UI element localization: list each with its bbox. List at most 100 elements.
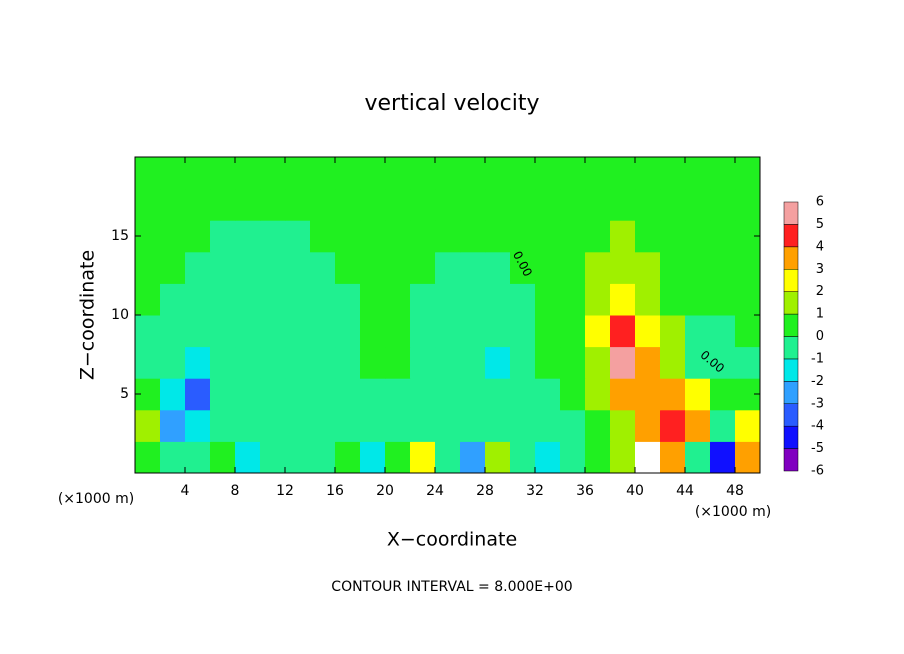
- y-tick-label: 10: [111, 307, 129, 323]
- cell: [435, 315, 461, 348]
- cell: [335, 441, 361, 474]
- cell: [635, 441, 661, 474]
- cell: [460, 283, 486, 316]
- cell: [435, 157, 461, 190]
- cell: [560, 315, 586, 348]
- cell: [610, 220, 636, 253]
- cell: [310, 188, 336, 221]
- cell: [410, 251, 436, 284]
- cell: [685, 441, 711, 474]
- cell: [685, 315, 711, 348]
- cell: [610, 409, 636, 442]
- cell: [335, 378, 361, 411]
- cell: [710, 283, 736, 316]
- colorbar-swatch: [783, 425, 799, 449]
- cell: [285, 315, 311, 348]
- cell: [410, 346, 436, 379]
- cell: [560, 378, 586, 411]
- cell: [560, 346, 586, 379]
- cell: [535, 409, 561, 442]
- cell: [210, 251, 236, 284]
- colorbar-swatch: [783, 269, 799, 292]
- cell: [660, 283, 686, 316]
- cell: [735, 346, 761, 379]
- cell: [135, 409, 161, 442]
- cell: [585, 283, 611, 316]
- cell: [660, 188, 686, 221]
- cell: [710, 315, 736, 348]
- cell: [410, 157, 436, 190]
- cell: [160, 220, 186, 253]
- cell: [160, 251, 186, 284]
- cell: [385, 441, 411, 474]
- cell: [635, 315, 661, 348]
- cell: [285, 220, 311, 253]
- cell: [460, 441, 486, 474]
- cell: [335, 220, 361, 253]
- x-tick-label: 4: [181, 483, 190, 499]
- y-tick-label: 15: [111, 228, 129, 244]
- cell: [660, 441, 686, 474]
- cell: [510, 283, 536, 316]
- cell: [710, 441, 736, 474]
- x-tick-label: 20: [376, 483, 394, 499]
- cell: [335, 409, 361, 442]
- cell: [560, 409, 586, 442]
- cell: [585, 220, 611, 253]
- cell: [210, 157, 236, 190]
- cell: [360, 188, 386, 221]
- cell: [285, 441, 311, 474]
- cell: [635, 378, 661, 411]
- cell: [410, 378, 436, 411]
- cell: [335, 283, 361, 316]
- colorbar-swatch: [783, 358, 799, 382]
- cell: [710, 378, 736, 411]
- cell: [485, 346, 511, 379]
- colorbar-label: 2: [816, 284, 824, 299]
- colorbar-label: -5: [811, 441, 824, 456]
- cell: [360, 315, 386, 348]
- cell: [285, 346, 311, 379]
- cell: [135, 346, 161, 379]
- cell: [685, 251, 711, 284]
- cell: [460, 220, 486, 253]
- cell: [260, 157, 286, 190]
- cell: [535, 315, 561, 348]
- colorbar-swatch: [783, 201, 799, 225]
- cell: [160, 315, 186, 348]
- cell: [235, 283, 261, 316]
- cell: [510, 346, 536, 379]
- cell: [135, 283, 161, 316]
- cell: [185, 409, 211, 442]
- cell: [285, 283, 311, 316]
- cell: [310, 441, 336, 474]
- cell: [635, 157, 661, 190]
- x-tick-label: 12: [276, 483, 294, 499]
- cell: [535, 157, 561, 190]
- cell: [185, 157, 211, 190]
- field: [135, 157, 761, 474]
- cell: [185, 378, 211, 411]
- cell: [585, 378, 611, 411]
- cell: [360, 220, 386, 253]
- cell: [685, 157, 711, 190]
- colorbar-swatch: [783, 336, 799, 360]
- cell: [660, 315, 686, 348]
- colorbar-swatch: [783, 224, 799, 248]
- cell: [335, 188, 361, 221]
- cell: [410, 315, 436, 348]
- x-axis-label: X−coordinate: [387, 529, 517, 551]
- cell: [535, 441, 561, 474]
- cell: [185, 346, 211, 379]
- cell: [335, 315, 361, 348]
- cell: [710, 220, 736, 253]
- cell: [260, 188, 286, 221]
- cell: [285, 157, 311, 190]
- cell: [385, 251, 411, 284]
- cell: [435, 346, 461, 379]
- cell: [485, 157, 511, 190]
- cell: [160, 283, 186, 316]
- cell: [235, 378, 261, 411]
- cell: [685, 409, 711, 442]
- cell: [285, 409, 311, 442]
